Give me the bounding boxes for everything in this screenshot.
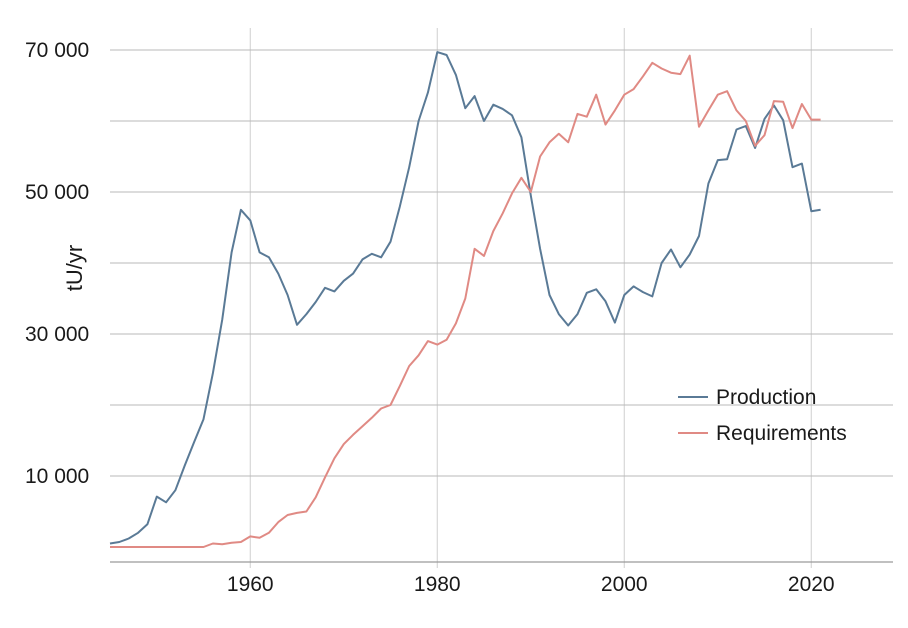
y-tick-label: 30 000 <box>25 323 89 346</box>
x-tick-label: 2020 <box>788 573 835 596</box>
y-axis-title: tU/yr <box>62 245 87 291</box>
x-tick-label: 2000 <box>601 573 648 596</box>
x-tick-label: 1960 <box>227 573 274 596</box>
horizontal-gridlines <box>110 49 893 477</box>
series-lines <box>109 51 821 548</box>
y-tick-label: 70 000 <box>25 39 89 62</box>
legend-label-requirements: Requirements <box>716 422 847 445</box>
y-tick-labels: 10 000 30 000 50 000 70 000 <box>25 39 89 488</box>
legend-label-production: Production <box>716 386 816 409</box>
x-tick-labels: 1960 1980 2000 2020 <box>227 573 835 596</box>
series-line-requirements <box>110 54 821 548</box>
x-tick-label: 1980 <box>414 573 461 596</box>
vertical-gridlines <box>249 28 812 568</box>
y-tick-label: 50 000 <box>25 181 89 204</box>
y-tick-label: 10 000 <box>25 465 89 488</box>
legend: Production Requirements <box>678 386 847 445</box>
series-line-production <box>109 51 821 545</box>
